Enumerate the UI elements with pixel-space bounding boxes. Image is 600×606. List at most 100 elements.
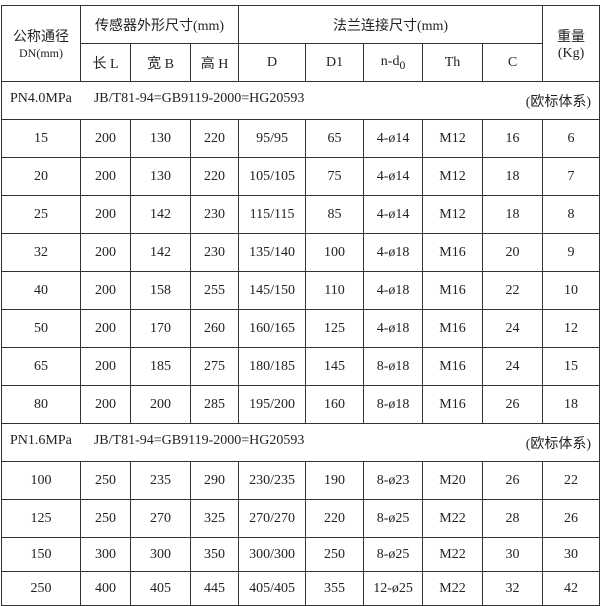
table-cell: 290	[189, 461, 240, 500]
table-cell: M16	[422, 271, 484, 310]
table-cell: 300	[80, 537, 131, 572]
table-row: 20 200 130 220 105/105 75 4-ø14 M12 18 7	[1, 157, 600, 196]
table-cell: 250	[80, 461, 131, 500]
table-cell: 100	[305, 233, 365, 272]
table-cell: 200	[80, 157, 131, 196]
table-cell: 285	[189, 385, 240, 424]
table-cell: M12	[422, 157, 484, 196]
table-cell: M12	[422, 195, 484, 234]
col-l: 长 L	[80, 43, 131, 82]
table-cell: 7	[542, 157, 600, 196]
table-cell: 8-ø25	[363, 499, 424, 538]
table-cell: 110	[305, 271, 365, 310]
table-cell: 125	[1, 499, 81, 538]
table-cell: 160	[305, 385, 365, 424]
pressure-label: PN1.6MPa	[10, 432, 72, 448]
table-cell: 142	[130, 233, 191, 272]
dn-unit: DN(mm)	[19, 46, 63, 60]
table-row: 250 400 405 445 405/405 355 12-ø25 M22 32 42	[1, 571, 600, 606]
table-cell: 275	[189, 347, 240, 386]
table-cell: 235	[130, 461, 191, 500]
table-cell: 270	[130, 499, 191, 538]
table-row: 150 300 300 350 300/300 250 8-ø25 M22 30 30	[1, 537, 600, 572]
table-row: 65 200 185 275 180/185 145 8-ø18 M16 24 15	[1, 347, 600, 386]
table-cell: 200	[80, 385, 131, 424]
table-cell: 30	[482, 537, 544, 572]
table-row: 40 200 158 255 145/150 110 4-ø18 M16 22 10	[1, 271, 600, 310]
table-cell: 350	[189, 537, 240, 572]
table-cell: 260	[189, 309, 240, 348]
sensor-header: 传感器外形尺寸(mm)	[79, 5, 240, 44]
table-cell: M16	[422, 309, 484, 348]
table-cell: 8-ø18	[363, 385, 424, 424]
table-cell: 190	[305, 461, 365, 500]
table-row: 15 200 130 220 95/95 65 4-ø14 M12 16 6	[1, 119, 600, 158]
table-cell: 100	[1, 461, 81, 500]
section-row: PN1.6MPa JB/T81-94=GB9119-2000=HG20593 (欧标…	[0, 423, 600, 462]
table-cell: 180/185	[238, 347, 307, 386]
table-cell: 22	[482, 271, 544, 310]
table-cell: M22	[422, 499, 484, 538]
table-cell: 8-ø25	[363, 537, 424, 572]
table-cell: 405/405	[238, 571, 307, 606]
nd-subscript: 0	[399, 58, 406, 72]
table-cell: 9	[542, 233, 600, 272]
table-cell: 270/270	[238, 499, 307, 538]
table-cell: 200	[80, 271, 131, 310]
table-cell: 8-ø18	[363, 347, 424, 386]
table-cell: 125	[305, 309, 365, 348]
table-cell: 16	[482, 119, 544, 158]
table-cell: 25	[1, 195, 81, 234]
table-cell: 24	[482, 347, 544, 386]
table-cell: 15	[1, 119, 81, 158]
table-cell: M16	[422, 233, 484, 272]
weight-header: 重量 (Kg)	[542, 5, 600, 82]
table-cell: 130	[130, 157, 191, 196]
table-cell: 145	[305, 347, 365, 386]
table-cell: 255	[189, 271, 240, 310]
table-cell: 185	[130, 347, 191, 386]
table-cell: 30	[542, 537, 600, 572]
table-cell: 142	[130, 195, 191, 234]
table-cell: 150	[1, 537, 81, 572]
table-cell: 220	[189, 119, 240, 158]
table-cell: 135/140	[238, 233, 307, 272]
table-cell: 8-ø23	[363, 461, 424, 500]
table-cell: 200	[130, 385, 191, 424]
col-h: 高 H	[189, 43, 240, 82]
dn-label: 公称通径	[13, 30, 69, 45]
table-row: 32 200 142 230 135/140 100 4-ø18 M16 20 9	[1, 233, 600, 272]
table-cell: M16	[422, 385, 484, 424]
table-cell: 26	[482, 385, 544, 424]
table-cell: 26	[482, 461, 544, 500]
col-b: 宽 B	[130, 43, 191, 82]
table-cell: 250	[80, 499, 131, 538]
table-cell: 300/300	[238, 537, 307, 572]
weight-label: 重量	[557, 29, 586, 45]
table-cell: 75	[305, 157, 365, 196]
table-cell: M16	[422, 347, 484, 386]
table-cell: 95/95	[238, 119, 307, 158]
table-cell: 18	[482, 195, 544, 234]
table-cell: 158	[130, 271, 191, 310]
dn-header: 公称通径 DN(mm)	[1, 5, 81, 82]
col-nd: n-d0	[363, 43, 424, 82]
table-cell: 10	[542, 271, 600, 310]
table-cell: 50	[1, 309, 81, 348]
table-row: 80 200 200 285 195/200 160 8-ø18 M16 26 18	[1, 385, 600, 424]
table-cell: 325	[189, 499, 240, 538]
pressure-label: PN4.0MPa	[10, 90, 72, 106]
table-cell: 20	[1, 157, 81, 196]
table-cell: M20	[422, 461, 484, 500]
table-cell: 18	[482, 157, 544, 196]
table-cell: 22	[542, 461, 600, 500]
table-cell: 4-ø18	[363, 233, 424, 272]
table-cell: M12	[422, 119, 484, 158]
table-cell: 145/150	[238, 271, 307, 310]
section-cell: PN4.0MPa JB/T81-94=GB9119-2000=HG20593 (欧标…	[0, 81, 600, 120]
table-cell: 85	[305, 195, 365, 234]
table-cell: 32	[1, 233, 81, 272]
table-cell: 200	[80, 309, 131, 348]
table-cell: 405	[130, 571, 191, 606]
table-cell: 170	[130, 309, 191, 348]
